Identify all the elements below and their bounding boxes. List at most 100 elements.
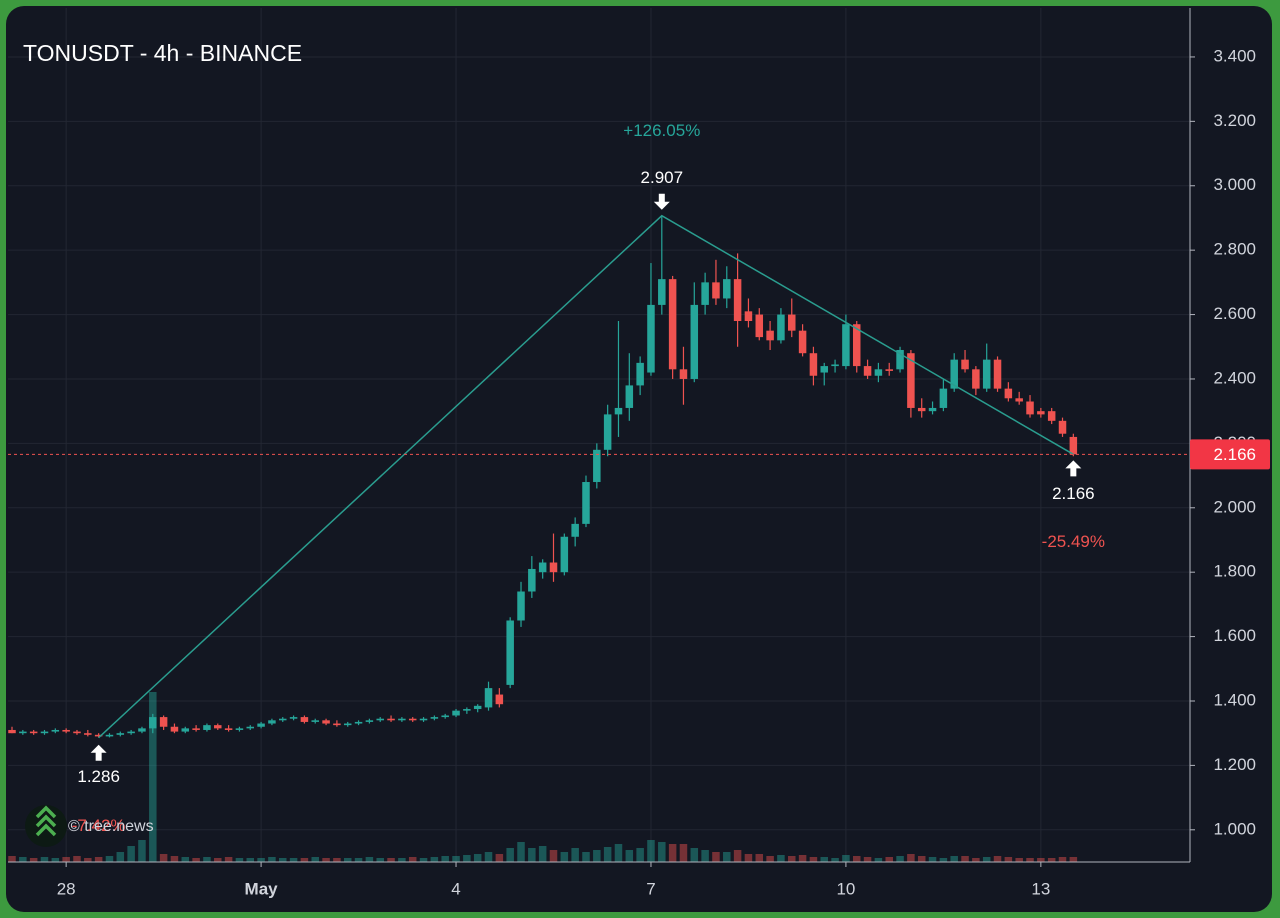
- volume-bar: [127, 846, 135, 862]
- volume-bar: [224, 857, 233, 862]
- price-tag-label: 2.166: [1213, 445, 1256, 464]
- volume-bar: [809, 857, 818, 862]
- volume-bar: [441, 856, 449, 862]
- volume-bar: [40, 857, 49, 862]
- volume-bar: [907, 854, 915, 862]
- y-tick-label: 3.400: [1213, 46, 1256, 65]
- volume-bar: [203, 857, 211, 862]
- candle-body: [950, 359, 958, 389]
- candle-body: [84, 733, 92, 735]
- x-tick-label: May: [245, 879, 279, 898]
- candle-body: [885, 369, 893, 371]
- candle-body: [506, 620, 514, 685]
- candle-body: [159, 717, 168, 727]
- volume-bar: [690, 848, 699, 862]
- volume-bar: [138, 840, 146, 862]
- volume-bar: [62, 857, 70, 862]
- volume-bar: [376, 858, 384, 862]
- annotation: +126.05%: [623, 121, 700, 140]
- candle-body: [257, 723, 265, 727]
- candle-body: [842, 324, 850, 367]
- volume-bar: [73, 856, 81, 862]
- arrow-up: [1065, 460, 1082, 477]
- candle-body: [127, 731, 135, 734]
- volume-bar: [571, 848, 579, 862]
- volume-bar: [94, 857, 103, 862]
- x-tick-label: 4: [451, 879, 460, 898]
- volume: [8, 692, 1078, 862]
- grid: [8, 8, 1190, 862]
- candle-body: [560, 536, 569, 573]
- candle-body: [51, 729, 60, 732]
- volume-bar: [701, 850, 709, 862]
- pivot-label: 1.286: [77, 767, 120, 786]
- candle-body: [766, 330, 774, 341]
- volume-bar: [755, 854, 764, 862]
- volume-bar: [192, 858, 200, 862]
- volume-bar: [235, 858, 244, 862]
- candle-body: [495, 694, 504, 705]
- candle-body: [300, 717, 309, 722]
- candle-body: [116, 733, 125, 735]
- x-tick-label: 13: [1031, 879, 1050, 898]
- candle-body: [170, 726, 179, 732]
- candle-body: [863, 366, 872, 376]
- volume-bar: [484, 852, 493, 862]
- candle-body: [138, 728, 146, 732]
- panel: [6, 6, 1272, 912]
- volume-bar: [463, 855, 471, 862]
- candle-body: [333, 723, 341, 726]
- candle-body: [8, 729, 16, 734]
- candle-body: [441, 715, 449, 718]
- candle-body: [982, 359, 991, 389]
- volume-bar: [322, 858, 330, 862]
- candle-body: [419, 718, 428, 721]
- candle-body: [181, 728, 190, 732]
- volume-bar: [603, 847, 612, 862]
- candle-body: [224, 728, 233, 730]
- volume-bar: [820, 857, 828, 862]
- volume-bar: [181, 857, 190, 862]
- candle-body: [1069, 436, 1078, 455]
- candle-body: [29, 731, 38, 734]
- candle-body: [603, 414, 612, 450]
- candle-body: [1047, 411, 1056, 421]
- volume-bar: [874, 858, 883, 862]
- volume-bar: [1004, 857, 1013, 862]
- volume-bar: [712, 852, 720, 862]
- candle-body: [279, 718, 287, 721]
- y-tick-label: 2.600: [1213, 304, 1256, 323]
- volume-bar: [1047, 858, 1056, 862]
- candle-body: [376, 718, 384, 721]
- volume-bar: [354, 858, 363, 862]
- candle-body: [874, 369, 883, 376]
- y-tick-label: 1.000: [1213, 819, 1256, 838]
- candle-body: [289, 717, 298, 719]
- volume-bar: [777, 855, 785, 862]
- y-tick-label: 1.600: [1213, 626, 1256, 645]
- zigzag-line: [98, 214, 1074, 739]
- candle-body: [452, 710, 460, 716]
- volume-bar: [885, 857, 893, 862]
- candle-body: [268, 720, 276, 724]
- candle-body: [235, 728, 244, 730]
- candle-body: [907, 353, 915, 408]
- candle-body: [473, 705, 482, 710]
- volume-bar: [1058, 857, 1067, 862]
- volume-bar: [625, 850, 634, 862]
- volume-bar: [343, 858, 352, 862]
- candle-body: [679, 369, 688, 379]
- y-tick-label: 1.200: [1213, 755, 1256, 774]
- candle-body: [517, 591, 525, 621]
- volume-bar: [246, 858, 255, 862]
- candle-body: [777, 314, 785, 341]
- candle-body: [365, 720, 374, 722]
- volume-bar: [560, 852, 569, 862]
- candle-body: [203, 725, 211, 730]
- volume-bar: [766, 856, 774, 862]
- volume-bar: [982, 857, 991, 862]
- volume-bar: [939, 858, 948, 862]
- candle-body: [1037, 411, 1045, 415]
